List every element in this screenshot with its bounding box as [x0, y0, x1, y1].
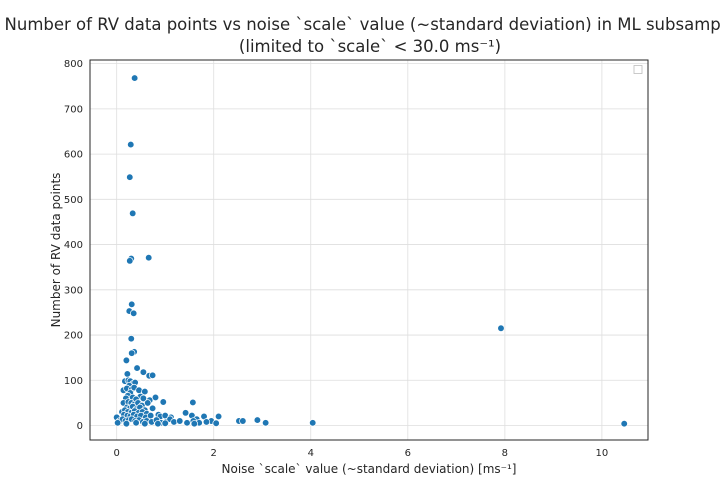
- data-point: [239, 417, 247, 425]
- data-point: [161, 419, 169, 427]
- y-tick-label: 200: [64, 331, 83, 342]
- data-point: [159, 398, 167, 406]
- data-point: [128, 349, 136, 357]
- data-point: [154, 420, 162, 428]
- data-point: [133, 364, 141, 372]
- data-point: [181, 409, 190, 417]
- data-point: [141, 387, 149, 396]
- data-point: [202, 418, 211, 426]
- data-point: [132, 419, 140, 427]
- data-point: [261, 419, 270, 427]
- y-axis-label: Number of RV data points: [49, 173, 63, 328]
- data-point: [141, 420, 149, 428]
- x-axis-label: Noise `scale` value (~standard deviation…: [222, 462, 517, 476]
- x-tick-label: 10: [596, 448, 609, 459]
- y-tick-label: 0: [77, 421, 83, 432]
- data-points: [113, 74, 628, 428]
- y-tick-label: 700: [64, 104, 83, 115]
- data-point: [183, 419, 191, 427]
- x-tick-label: 8: [502, 448, 508, 459]
- data-point: [190, 420, 198, 428]
- data-point: [122, 420, 131, 428]
- chart-title-line1: Number of RV data points vs noise `scale…: [5, 15, 720, 34]
- data-point: [127, 335, 135, 343]
- data-point: [145, 254, 153, 262]
- data-point: [189, 398, 197, 407]
- y-tick-label: 100: [64, 376, 83, 387]
- data-point: [148, 371, 157, 379]
- data-point: [122, 356, 131, 365]
- data-point: [309, 419, 317, 427]
- x-tick-label: 0: [113, 448, 119, 459]
- data-point: [253, 416, 262, 424]
- data-point: [126, 173, 134, 181]
- data-point: [128, 300, 136, 308]
- y-tick-label: 800: [64, 59, 83, 70]
- y-tick-label: 600: [64, 150, 83, 161]
- data-point: [114, 419, 122, 427]
- data-point: [148, 404, 157, 412]
- data-point: [123, 370, 132, 378]
- x-tick-label: 6: [405, 448, 411, 459]
- y-tick-label: 500: [64, 195, 83, 206]
- data-point: [497, 324, 505, 332]
- x-tick-label: 4: [308, 448, 314, 459]
- grid: [90, 60, 648, 440]
- data-point: [129, 209, 137, 218]
- y-tick-label: 400: [64, 240, 83, 251]
- data-point: [127, 140, 135, 149]
- data-point: [130, 74, 139, 82]
- data-point: [126, 257, 134, 265]
- y-tick-label: 300: [64, 285, 83, 296]
- data-point: [144, 399, 152, 407]
- data-point: [620, 420, 628, 428]
- data-point: [151, 393, 160, 402]
- legend-box: [633, 65, 643, 74]
- data-point: [130, 309, 138, 317]
- data-point: [139, 368, 148, 376]
- data-point: [176, 417, 184, 425]
- plot-frame: [89, 59, 649, 441]
- data-point: [214, 412, 223, 421]
- chart-title-line2: (limited to `scale` < 30.0 ms⁻¹): [239, 37, 501, 56]
- data-point: [212, 419, 220, 427]
- x-tick-label: 2: [211, 448, 217, 459]
